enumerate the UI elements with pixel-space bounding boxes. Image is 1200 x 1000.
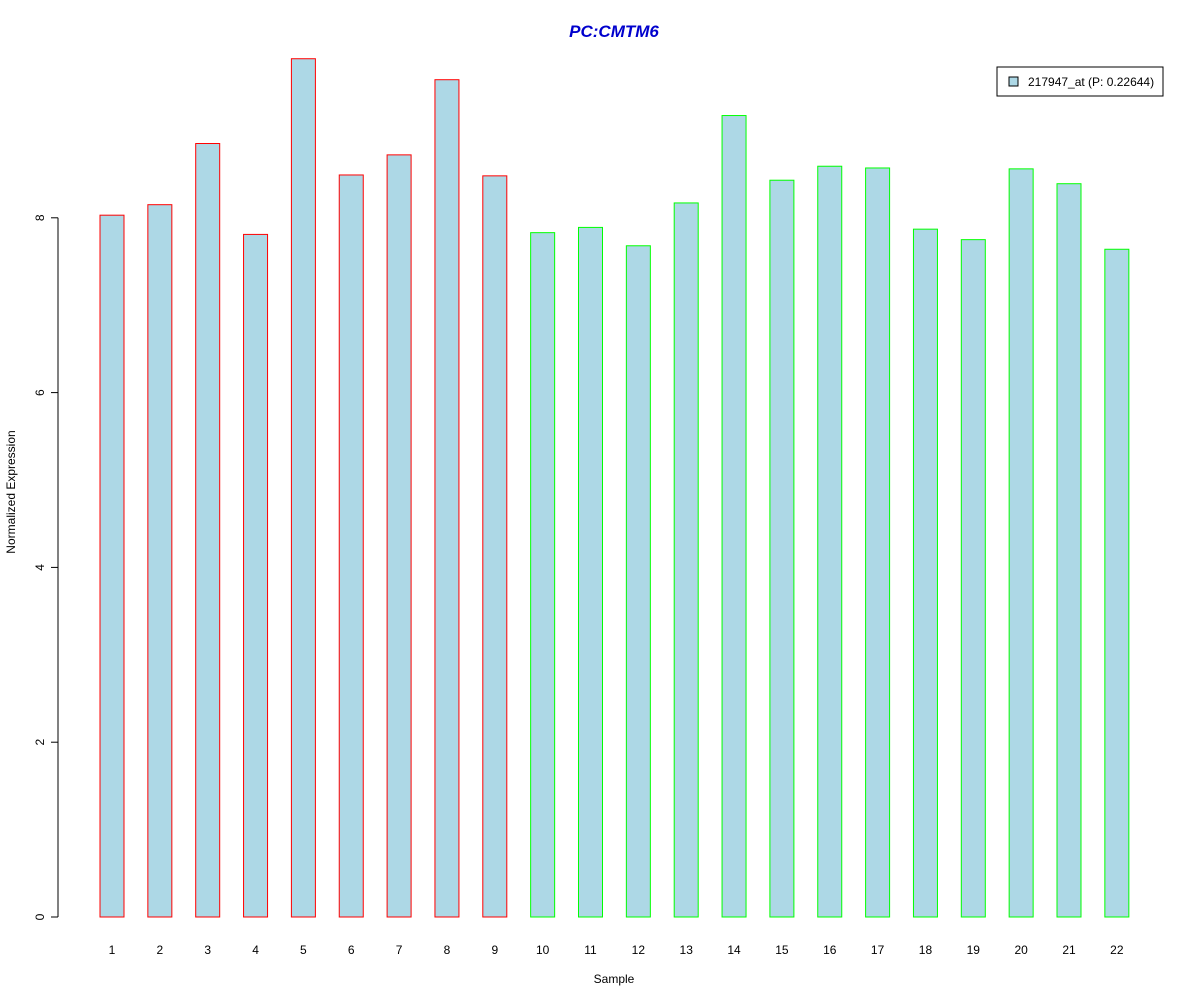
x-axis-tick-label: 1: [109, 943, 116, 957]
bar-sample-14: [721, 115, 747, 918]
bar-sample-7: [386, 154, 412, 918]
x-axis-tick-label: 8: [444, 943, 451, 957]
x-axis-tick-label: 19: [967, 943, 981, 957]
bar-sample-16: [817, 165, 843, 918]
bars-layer: [99, 58, 1130, 918]
bar-sample-8: [434, 79, 460, 918]
bar-sample-17: [865, 167, 891, 918]
x-axis-tick-label: 11: [584, 943, 597, 957]
x-axis-tick-label: 7: [396, 943, 403, 957]
x-axis-label: Sample: [594, 972, 635, 986]
x-axis-tick-label: 21: [1062, 943, 1076, 957]
x-axis-tick-label: 10: [536, 943, 550, 957]
y-axis-tick-label: 4: [33, 564, 47, 571]
bar-sample-5: [290, 58, 316, 918]
x-axis-tick-label: 14: [727, 943, 741, 957]
bar-sample-13: [673, 202, 699, 918]
x-axis-tick-labels: 1 2 3 4 5 6 7 8 9 10 11 12 13 14 15 16 17 18 19 20 21 22: [109, 943, 1124, 957]
x-axis-tick-label: 20: [1014, 943, 1028, 957]
x-axis-tick-label: 2: [157, 943, 164, 957]
bar-sample-21: [1056, 183, 1082, 918]
bar-sample-10: [530, 232, 556, 918]
y-axis-tick-label: 8: [33, 214, 47, 221]
x-axis-tick-label: 4: [252, 943, 259, 957]
bar-sample-4: [243, 233, 269, 918]
x-axis-tick-label: 22: [1110, 943, 1124, 957]
y-axis-label: Normalized Expression: [4, 430, 18, 553]
legend-swatch: [1008, 76, 1019, 87]
y-axis: 0 2 4 6 8: [33, 214, 59, 920]
x-axis-tick-label: 17: [871, 943, 885, 957]
bar-sample-19: [960, 239, 986, 918]
bar-sample-6: [338, 174, 364, 918]
y-axis-tick-label: 6: [33, 389, 47, 396]
bar-sample-9: [482, 175, 508, 918]
x-axis-tick-label: 6: [348, 943, 355, 957]
legend: 217947_at (P: 0.22644): [996, 66, 1164, 97]
chart-title: PC:CMTM6: [569, 22, 659, 41]
bar-sample-11: [578, 226, 603, 918]
bar-sample-1: [99, 214, 125, 918]
y-axis-tick-label: 2: [33, 739, 47, 746]
x-axis-tick-label: 3: [204, 943, 211, 957]
x-axis-tick-label: 9: [491, 943, 498, 957]
bar-sample-22: [1104, 248, 1130, 918]
bar-sample-3: [195, 143, 221, 918]
bar-sample-18: [912, 228, 938, 918]
bar-sample-12: [625, 245, 651, 918]
bar-sample-20: [1008, 168, 1034, 918]
bar-sample-2: [147, 204, 173, 918]
x-axis-tick-label: 15: [775, 943, 789, 957]
legend-box: [996, 66, 1164, 97]
y-axis-tick-label: 0: [33, 913, 47, 920]
x-axis-tick-label: 5: [300, 943, 307, 957]
bar-sample-15: [769, 179, 795, 918]
x-axis-tick-label: 12: [632, 943, 646, 957]
x-axis-tick-label: 16: [823, 943, 837, 957]
legend-entry-label: 217947_at (P: 0.22644): [1028, 75, 1154, 89]
x-axis-tick-label: 13: [680, 943, 694, 957]
x-axis-tick-label: 18: [919, 943, 933, 957]
